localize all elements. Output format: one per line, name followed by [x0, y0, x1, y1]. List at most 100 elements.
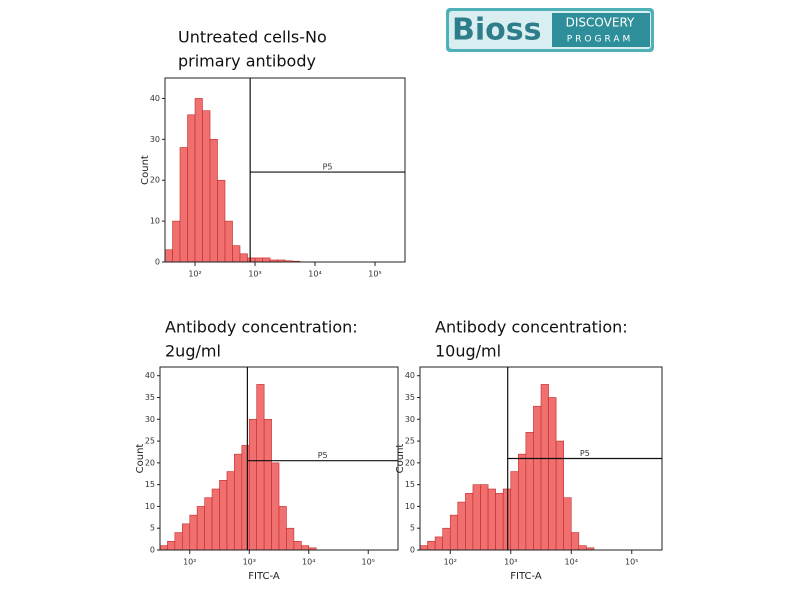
histogram-bar [248, 418, 258, 551]
y-tick-label: 25 [405, 437, 415, 446]
histogram-bar [202, 110, 211, 263]
histogram-bar [563, 497, 572, 551]
x-tick-label: 10⁴ [565, 558, 578, 567]
histogram-bar [427, 540, 436, 551]
histogram-panel: Untreated cells-No primary antibody 0 10 20 3… [140, 28, 406, 279]
histogram-bar [533, 405, 542, 551]
x-tick-label: 10³ [248, 270, 261, 279]
x-tick-label: 10³ [504, 558, 517, 567]
chart-title: Antibody concentration: [165, 318, 358, 337]
y-tick-label: 20 [145, 458, 155, 467]
y-tick-label: 15 [145, 480, 155, 489]
y-tick-label: 10 [405, 502, 415, 511]
y-axis-label: Count [135, 444, 146, 474]
logo-tag-box [552, 13, 650, 47]
histogram-bar [518, 453, 527, 551]
gate-label: P5 [580, 449, 590, 458]
y-tick-label: 30 [145, 415, 155, 424]
histogram-bar [174, 532, 183, 551]
histogram-bar [224, 220, 233, 263]
histogram-bar [271, 462, 280, 551]
histogram-bar [495, 493, 504, 551]
histogram-bar [525, 432, 534, 551]
histogram-bar [293, 540, 302, 551]
histogram-bar [211, 488, 220, 551]
histogram-bar [232, 245, 241, 263]
histogram-bar [247, 257, 256, 263]
y-tick-label: 35 [405, 393, 415, 402]
y-tick-label: 25 [145, 437, 155, 446]
histogram-bar [196, 506, 205, 551]
x-tick-label: 10² [183, 558, 196, 567]
histogram-bar [540, 384, 549, 551]
histogram-panel: Antibody concentration: 10ug/ml 0 5 10 15 20 25… [395, 318, 663, 582]
y-tick-label: 10 [150, 217, 160, 226]
histogram-bar [457, 501, 466, 551]
x-tick-label: 10⁵ [625, 558, 638, 567]
y-tick-label: 0 [155, 258, 160, 267]
histogram-bar [209, 139, 218, 263]
y-tick-label: 10 [145, 502, 155, 511]
gate-label: P5 [318, 451, 328, 460]
histogram-bar [239, 253, 248, 263]
x-tick-label: 10² [444, 558, 457, 567]
logo-name: Bioss [452, 13, 541, 48]
histogram-bar [480, 484, 489, 551]
histogram-bar [570, 532, 580, 551]
histogram-bar [548, 397, 557, 551]
y-tick-label: 35 [145, 393, 155, 402]
x-tick-label: 10² [188, 270, 201, 279]
histogram-bar [263, 418, 272, 551]
gate-label: P5 [323, 163, 333, 172]
histogram-bar [301, 545, 310, 551]
y-tick-label: 0 [150, 546, 155, 555]
logo-tagline: DISCOVERY [566, 16, 635, 30]
y-axis-label: Count [140, 155, 151, 185]
histogram-bar [219, 479, 228, 551]
logo-tagline: PROGRAM [567, 35, 634, 45]
histogram-bar [465, 493, 474, 551]
y-tick-label: 20 [150, 176, 160, 185]
histogram-bar [189, 514, 198, 551]
y-tick-label: 20 [405, 458, 415, 467]
plot-frame [164, 77, 406, 263]
histogram-bar [434, 536, 444, 551]
histogram-bar [182, 523, 191, 551]
chart-title: primary antibody [178, 52, 316, 71]
histogram-bar [555, 440, 564, 551]
histogram-bar [278, 506, 287, 551]
chart-title: Untreated cells-No [178, 28, 327, 47]
histogram-bar [226, 471, 235, 551]
histogram-bar [194, 98, 203, 263]
histogram-bar [286, 527, 295, 551]
histogram-bar [419, 545, 428, 551]
histogram-bar [442, 527, 451, 551]
x-axis-label: FITC-A [510, 571, 542, 582]
chart-title: 2ug/ml [165, 342, 221, 361]
histogram-bar [172, 220, 181, 263]
histogram-bar [256, 384, 265, 551]
chart-title: Antibody concentration: [435, 318, 628, 337]
histogram-bar [159, 545, 168, 551]
y-tick-label: 0 [410, 546, 415, 555]
histogram-bar [204, 497, 213, 551]
histogram-bar [187, 114, 196, 263]
histogram-bar [578, 545, 587, 551]
histogram-bar [449, 514, 459, 551]
y-tick-label: 5 [150, 524, 155, 533]
x-tick-label: 10⁵ [362, 558, 375, 567]
histogram-bar [164, 249, 173, 263]
x-axis-label: FITC-A [248, 571, 280, 582]
x-tick-label: 10⁴ [302, 558, 315, 567]
y-tick-label: 15 [405, 480, 415, 489]
histogram-bar [262, 257, 271, 263]
histogram-bar [217, 179, 226, 263]
histogram-panel: Antibody concentration: 2ug/ml 0 5 10 15 20 25 3… [135, 318, 399, 582]
y-tick-label: 30 [405, 415, 415, 424]
logo: Bioss DISCOVERY PROGRAM [446, 8, 654, 52]
plot-frame [159, 366, 399, 551]
histogram-bar [179, 147, 188, 263]
chart-title: 10ug/ml [435, 342, 501, 361]
histogram-bar [234, 453, 243, 551]
